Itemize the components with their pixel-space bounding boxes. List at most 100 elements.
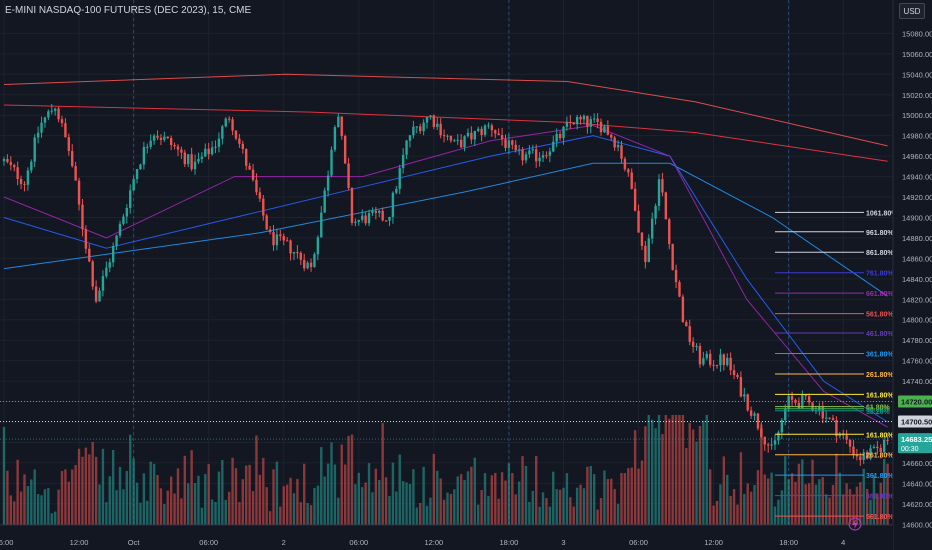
candle	[535, 149, 538, 162]
fib-level-label: 961.80%	[866, 230, 894, 237]
time-tick-label: 12:00	[70, 538, 89, 547]
volume-bar	[395, 491, 398, 525]
candle	[94, 286, 98, 302]
candle	[361, 215, 364, 220]
volume-bar	[599, 498, 603, 525]
candle	[610, 134, 613, 138]
volume-bar	[238, 502, 241, 525]
candle	[258, 192, 262, 199]
time-tick-label: 06:00	[629, 538, 648, 547]
candle	[790, 395, 794, 400]
volume-bar	[842, 494, 845, 525]
volume-bar	[91, 441, 94, 525]
candle	[357, 219, 360, 222]
volume-bar	[876, 493, 879, 525]
volume-bar	[535, 456, 538, 525]
price-tick-label: 14880.00	[902, 234, 932, 243]
volume-bar	[378, 479, 381, 525]
volume-bar	[494, 472, 497, 525]
candle	[538, 157, 541, 162]
price-tick-label: 14740.00	[902, 377, 932, 386]
volume-bar	[603, 470, 606, 525]
volume-bar	[156, 474, 159, 525]
candle	[681, 296, 685, 323]
volume-bar	[811, 459, 814, 525]
candle	[708, 353, 712, 365]
price-tick-label: 14620.00	[902, 500, 932, 509]
volume-bar	[739, 452, 743, 525]
candle	[705, 353, 708, 359]
fibonacci-levels[interactable]: 1061.80% 961.80% 861.80% 761.80% 661.80% 561.…	[775, 210, 898, 541]
volume-bar	[163, 504, 166, 525]
volume-bar	[869, 499, 872, 525]
candle	[221, 126, 224, 139]
volume-bar	[845, 483, 848, 525]
candle	[453, 140, 456, 142]
time-tick-label: 18:00	[500, 538, 519, 547]
candle	[777, 432, 780, 441]
volume-bar	[101, 448, 105, 525]
candle	[282, 235, 285, 241]
candle	[146, 146, 149, 148]
candle	[43, 117, 47, 123]
volume-bar	[620, 473, 623, 525]
price-tick-label: 15020.00	[902, 91, 932, 100]
candle	[555, 133, 558, 142]
candle	[558, 133, 562, 139]
candle	[23, 183, 26, 185]
candle	[255, 179, 258, 193]
volume-bar	[517, 481, 521, 525]
volume-bar	[207, 464, 210, 525]
candle	[818, 406, 821, 411]
volume-bar	[681, 415, 685, 525]
volume-bar	[347, 435, 350, 525]
time-axis[interactable]: 06:00 12:00 Oct 06:00 2 06:00 12:00 18:00 3 06:00…	[0, 524, 893, 550]
volume-bar	[149, 461, 152, 525]
volume-bar	[586, 466, 589, 525]
volume-bar	[354, 484, 357, 525]
candle	[640, 232, 644, 246]
volume-bar	[480, 490, 483, 525]
price-tick-label: 15080.00	[902, 29, 932, 38]
price-marker-badge[interactable]	[898, 415, 932, 428]
candle	[569, 121, 572, 123]
volume-bar	[36, 494, 40, 525]
volume-bar	[753, 485, 756, 525]
candle	[405, 140, 408, 155]
price-axis[interactable]: 15080.00 15060.00 15040.00 15020.00 15000.00…	[892, 0, 932, 550]
candle	[439, 123, 442, 136]
flash-icon[interactable]	[848, 517, 862, 531]
candle	[589, 119, 592, 127]
candle	[623, 158, 627, 170]
candle	[432, 115, 436, 128]
volume-bar	[449, 493, 453, 525]
volume-bar	[859, 482, 862, 525]
candle	[511, 140, 514, 145]
current-price-badge[interactable]	[898, 433, 932, 454]
volume-bar	[852, 494, 855, 525]
volume-bar	[159, 488, 163, 525]
currency-button[interactable]: USD	[899, 3, 925, 19]
candle	[245, 149, 248, 166]
symbol-title[interactable]: E-MINI NASDAQ-100 FUTURES (DEC 2023), 15…	[5, 5, 252, 16]
price-tick-label: 14840.00	[902, 275, 932, 284]
candle	[190, 154, 193, 170]
price-marker-badge[interactable]	[898, 395, 932, 408]
volume-bar	[668, 418, 671, 525]
volume-bar	[865, 489, 869, 525]
volume-bar	[436, 470, 439, 525]
volume-bar	[262, 457, 265, 525]
volume-bar	[848, 489, 852, 525]
candle	[347, 163, 350, 188]
volume-bar	[589, 465, 592, 525]
volume-bar	[688, 423, 691, 525]
candle	[193, 161, 197, 170]
moving-average-line	[3, 73, 888, 147]
candle	[736, 374, 739, 377]
volume-bar	[231, 457, 234, 525]
candle	[292, 252, 296, 254]
candle	[872, 446, 876, 449]
volume-bar	[105, 502, 108, 525]
volume-bar	[579, 484, 582, 525]
